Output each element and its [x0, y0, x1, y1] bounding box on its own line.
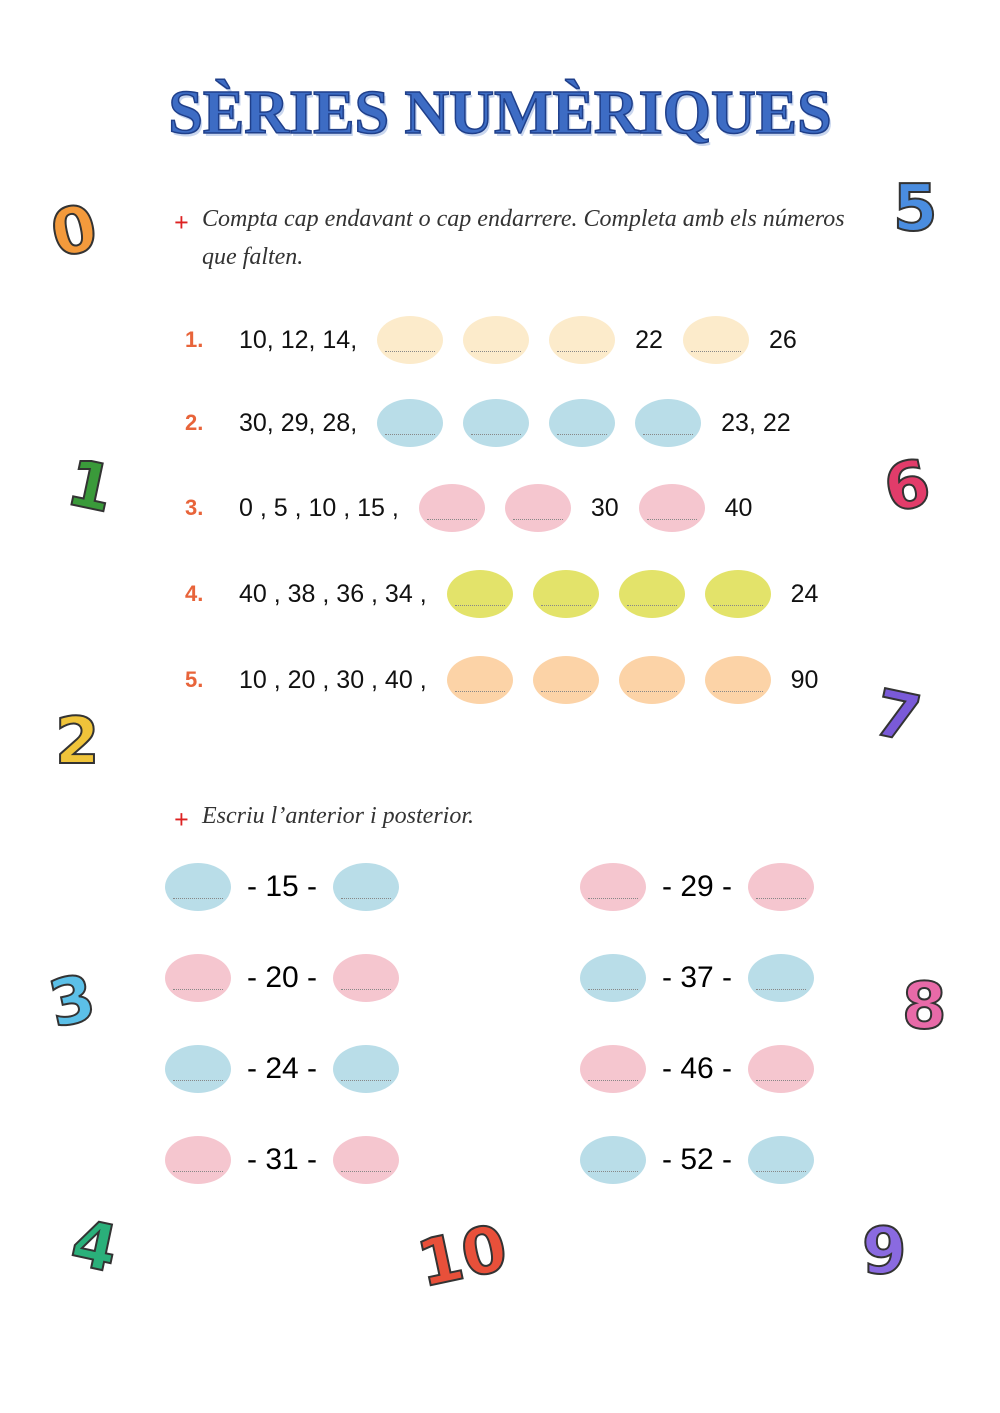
- instruction: + Escriu l’anterior i posterior.: [174, 803, 475, 834]
- answer-blank[interactable]: [580, 954, 646, 1002]
- puzzle-number: 6: [877, 445, 938, 529]
- answer-blank[interactable]: [704, 570, 771, 618]
- series-row: 2. 30, 29, 28, 23, 22: [185, 398, 791, 448]
- row-label: 2.: [185, 410, 204, 435]
- puzzle-number: 2: [54, 704, 101, 780]
- number-pair: - 46 -: [580, 1044, 815, 1094]
- answer-blank[interactable]: [333, 863, 400, 911]
- number: - 31 -: [247, 1143, 318, 1176]
- series-row: 5. 10 , 20 , 30 , 40 , 90: [185, 655, 818, 705]
- given-number: 30: [590, 493, 619, 522]
- row-label: 5.: [185, 667, 204, 692]
- answer-blank[interactable]: [748, 1136, 815, 1184]
- row-label: 4.: [185, 581, 204, 606]
- series-row: 3. 0 , 5 , 10 , 15 , 30 40: [185, 483, 752, 533]
- answer-blank[interactable]: [504, 484, 571, 532]
- answer-blank[interactable]: [618, 570, 685, 618]
- answer-blank[interactable]: [333, 954, 400, 1002]
- instruction: + Compta cap endavant o cap endarrere. Co…: [174, 206, 845, 270]
- row-label: 3.: [185, 495, 204, 520]
- answer-blank[interactable]: [446, 656, 513, 704]
- answer-blank[interactable]: [446, 570, 513, 618]
- given-number: 23, 22: [721, 408, 791, 437]
- number-pair: - 24 -: [165, 1044, 400, 1094]
- answer-blank[interactable]: [165, 954, 231, 1002]
- given-number: 24: [790, 579, 819, 608]
- answer-blank[interactable]: [618, 656, 685, 704]
- number-pair: - 20 -: [165, 953, 400, 1003]
- number: - 29 -: [662, 870, 733, 903]
- number: - 46 -: [662, 1052, 733, 1085]
- number-pair: - 52 -: [580, 1135, 815, 1185]
- puzzle-number: 0: [44, 190, 105, 274]
- puzzle-number: 1: [60, 445, 121, 529]
- title: SÈRIES NUMÈRIQUES: [168, 78, 833, 148]
- given-number: 22: [635, 325, 663, 354]
- answer-blank[interactable]: [748, 954, 815, 1002]
- answer-blank[interactable]: [580, 863, 646, 911]
- number-pair: - 29 -: [580, 862, 815, 912]
- given-number: 30, 29, 28,: [239, 408, 358, 437]
- given-number: 40: [724, 493, 753, 522]
- answer-blank[interactable]: [333, 1136, 400, 1184]
- answer-blank[interactable]: [165, 1045, 231, 1093]
- answer-blank[interactable]: [377, 399, 444, 447]
- answer-blank[interactable]: [580, 1136, 646, 1184]
- instruction-text: Compta cap endavant o cap endarrere. Com…: [202, 206, 845, 270]
- answer-blank[interactable]: [165, 863, 231, 911]
- answer-blank[interactable]: [549, 316, 616, 364]
- puzzle-number: 9: [861, 1214, 908, 1290]
- puzzle-number: 8: [901, 969, 948, 1045]
- puzzle-number: 7: [867, 675, 928, 759]
- answer-blank[interactable]: [463, 399, 530, 447]
- number-pair: - 31 -: [165, 1135, 400, 1185]
- given-number: 26: [768, 325, 797, 354]
- answer-blank[interactable]: [549, 399, 616, 447]
- given-number: 40 , 38 , 36 , 34 ,: [239, 579, 427, 608]
- puzzle-number: 5: [892, 171, 939, 247]
- given-number: 10, 12, 14,: [239, 325, 358, 354]
- series-row: 4. 40 , 38 , 36 , 34 , 24: [185, 569, 818, 619]
- puzzle-number: 3: [42, 960, 103, 1044]
- number: - 52 -: [662, 1143, 733, 1176]
- series-row: 1. 10, 12, 14, 22 26: [185, 315, 797, 365]
- given-number: 10 , 20 , 30 , 40 ,: [239, 665, 427, 694]
- answer-blank[interactable]: [418, 484, 485, 532]
- given-number: 90: [790, 665, 819, 694]
- answer-blank[interactable]: [748, 863, 815, 911]
- number: - 20 -: [247, 961, 318, 994]
- answer-blank[interactable]: [532, 570, 599, 618]
- number: - 37 -: [662, 961, 733, 994]
- answer-blank[interactable]: [638, 484, 705, 532]
- number: - 15 -: [247, 870, 318, 903]
- answer-blank[interactable]: [532, 656, 599, 704]
- answer-blank[interactable]: [463, 316, 530, 364]
- answer-blank[interactable]: [635, 399, 702, 447]
- answer-blank[interactable]: [333, 1045, 400, 1093]
- answer-blank[interactable]: [377, 316, 444, 364]
- number: - 24 -: [247, 1052, 318, 1085]
- instruction-text: Escriu l’anterior i posterior.: [202, 803, 475, 829]
- puzzle-number: 4: [64, 1205, 125, 1289]
- answer-blank[interactable]: [748, 1045, 815, 1093]
- answer-blank[interactable]: [704, 656, 771, 704]
- puzzle-number: 10: [410, 1211, 515, 1304]
- number-pair: - 37 -: [580, 953, 815, 1003]
- answer-blank[interactable]: [580, 1045, 646, 1093]
- answer-blank[interactable]: [682, 316, 749, 364]
- given-number: 0 , 5 , 10 , 15 ,: [239, 493, 399, 522]
- answer-blank[interactable]: [165, 1136, 231, 1184]
- number-pair: - 15 -: [165, 862, 400, 912]
- row-label: 1.: [185, 327, 204, 352]
